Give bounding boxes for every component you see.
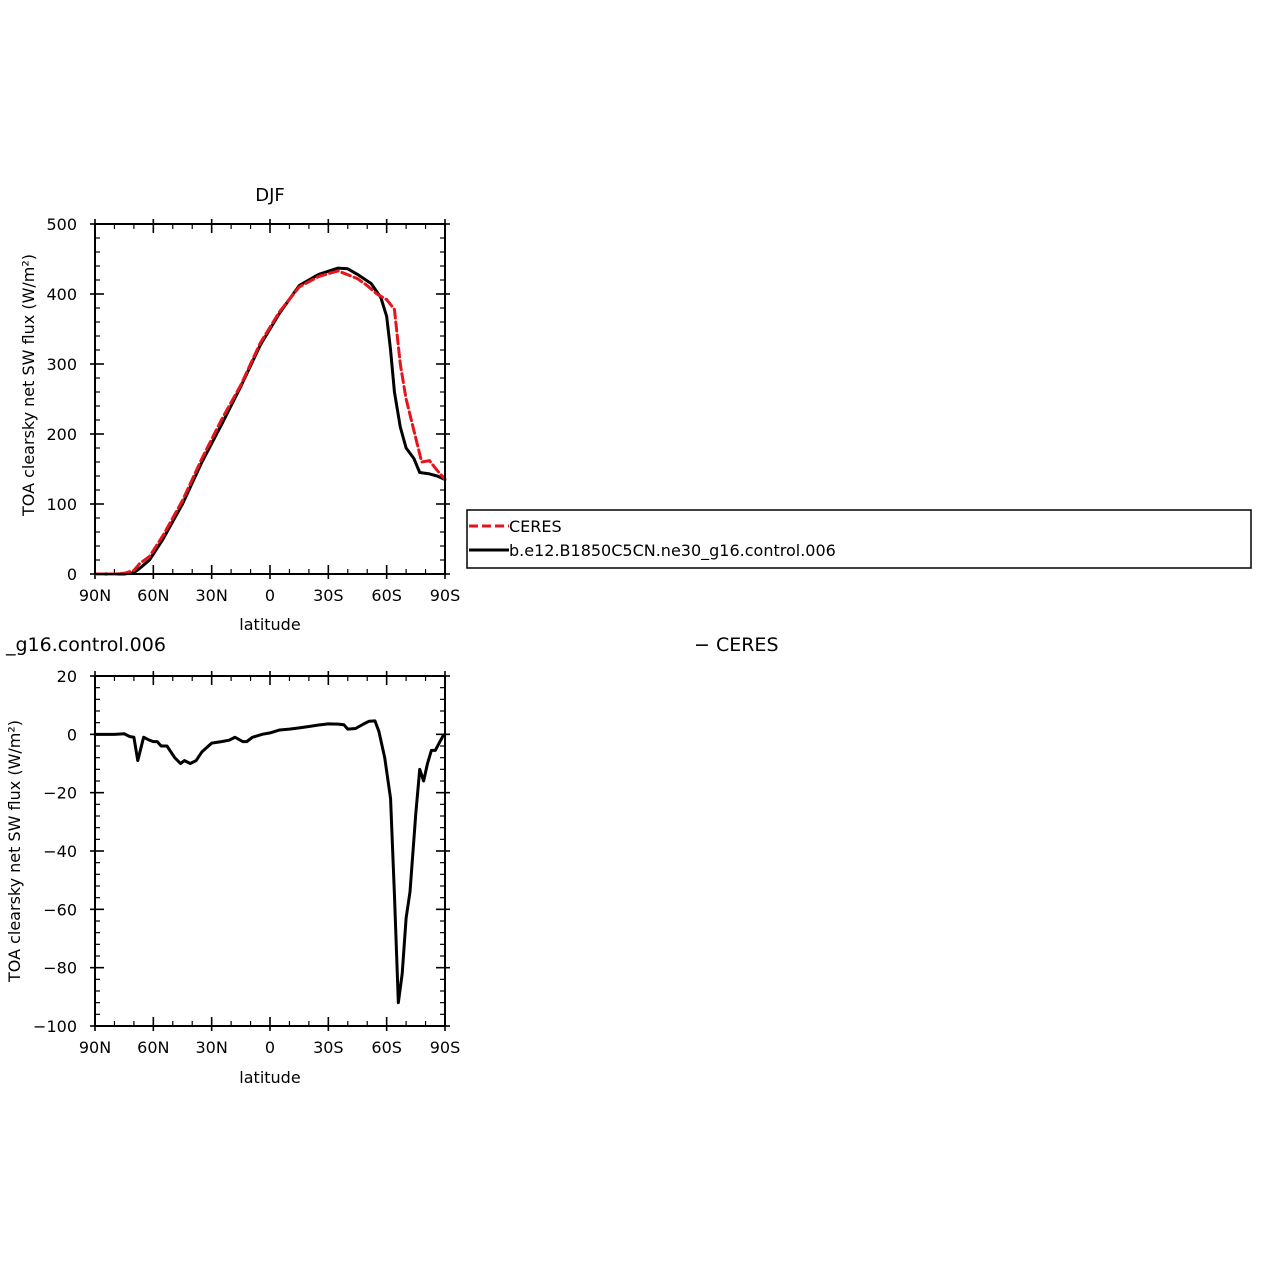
bottom-panel: _g16.control.006 − CERES 90N 60N 30N 0 30S 60… <box>5 634 779 1087</box>
top-tick-labels: 90N 60N 30N 0 30S 60S 90S 0 100 200 300 400 500 <box>46 215 460 605</box>
bottom-y-axis-label: TOA clearsky net SW flux (W/m²) <box>5 720 24 983</box>
top-y-tick-label: 500 <box>46 215 77 234</box>
top-x-tick-label: 60N <box>137 586 169 605</box>
bottom-plot-frame <box>94 675 446 1027</box>
bottom-y-tick-label: 20 <box>57 667 77 686</box>
top-panel: DJF 90N 60N 30N 0 30S 60S 90S0100200300400500 … <box>19 185 460 634</box>
bottom-x-tick-label: 30N <box>196 1038 228 1057</box>
top-y-tick-label: 200 <box>46 425 77 444</box>
top-series <box>93 266 447 576</box>
bottom-x-tick-label: 60S <box>371 1038 402 1057</box>
legend-label-model: b.e12.B1850C5CN.ne30_g16.control.006 <box>509 541 836 561</box>
top-x-tick-label: 30S <box>313 586 344 605</box>
top-x-tick-label: 90N <box>79 586 111 605</box>
top-y-axis-label: TOA clearsky net SW flux (W/m²) <box>19 254 38 517</box>
bottom-x-tick-label: 60N <box>137 1038 169 1057</box>
top-y-tick-label: 400 <box>46 285 77 304</box>
top-x-tick-label: 30N <box>196 586 228 605</box>
top-plot-frame <box>94 223 446 575</box>
top-y-tick-label: 100 <box>46 495 77 514</box>
ceres-series-line <box>93 269 447 576</box>
difference-series-line <box>93 719 447 1005</box>
top-x-axis-label: latitude <box>239 615 300 634</box>
bottom-y-tick-label: −60 <box>43 900 77 919</box>
bottom-x-tick-label: 90N <box>79 1038 111 1057</box>
top-y-tick-label: 300 <box>46 355 77 374</box>
bottom-x-tick-label: 0 <box>265 1038 275 1057</box>
bottom-y-tick-label: −80 <box>43 959 77 978</box>
legend: CERES b.e12.B1850C5CN.ne30_g16.control.0… <box>466 509 1252 569</box>
legend-label-ceres: CERES <box>509 517 562 536</box>
bottom-panel-title-right: − CERES <box>694 634 779 656</box>
bottom-x-axis-label: latitude <box>239 1068 300 1087</box>
model-series-line <box>93 266 447 576</box>
top-x-tick-label: 60S <box>371 586 402 605</box>
bottom-y-tick-label: 0 <box>67 725 77 744</box>
top-x-tick-label: 90S <box>430 586 461 605</box>
top-x-tick-label: 0 <box>265 586 275 605</box>
bottom-x-tick-label: 30S <box>313 1038 344 1057</box>
bottom-y-tick-label: −40 <box>43 842 77 861</box>
top-panel-title: DJF <box>255 185 285 206</box>
legend-box <box>466 509 1252 569</box>
bottom-y-tick-label: −100 <box>33 1017 77 1036</box>
bottom-x-tick-label: 90S <box>430 1038 461 1057</box>
bottom-y-tick-label: −20 <box>43 784 77 803</box>
top-y-tick-label: 0 <box>67 565 77 584</box>
bottom-series <box>93 719 447 1005</box>
bottom-tick-labels: 90N 60N 30N 0 30S 60S 90S −100 −80 −60 −40 −20 0 20 <box>33 667 460 1057</box>
bottom-panel-title-left: _g16.control.006 <box>5 634 166 656</box>
